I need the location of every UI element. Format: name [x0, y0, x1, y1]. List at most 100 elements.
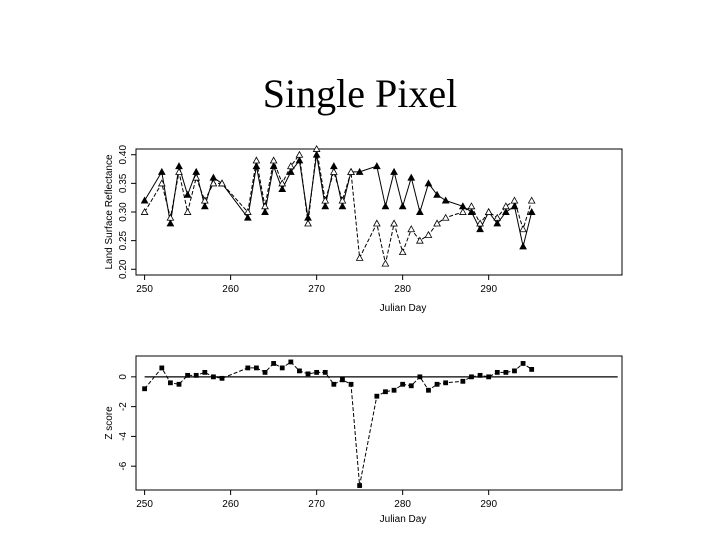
chart-1-series-2-point — [355, 253, 364, 261]
chart-1-series-2-point — [493, 213, 502, 221]
chart-2-series-1-point — [202, 369, 208, 375]
chart-1-series-2-point — [407, 225, 416, 233]
chart-1-series-2-point — [192, 173, 201, 181]
chart-1-series-2-point — [433, 219, 441, 227]
chart-1: 250 260 270 280 290 0.20 0.25 0.30 0.35 0.40 Julia… — [104, 144, 623, 314]
chart-2-frame — [135, 355, 623, 491]
chart-2-series-1-point — [494, 369, 500, 375]
chart-2-series-1-point — [254, 365, 259, 371]
chart-1-series-2-point — [157, 179, 166, 187]
chart-1-series-2-point — [372, 219, 381, 227]
chart-2-ytick-label: -4 — [118, 432, 129, 441]
chart-1-series-1-point — [286, 167, 295, 175]
chart-2-xtick-label: 280 — [394, 499, 411, 510]
chart-1-series-1-point — [166, 219, 175, 227]
chart-1-series-2-point — [381, 259, 390, 267]
chart-2-series-1-point — [512, 368, 517, 374]
chart-2-series-1-point — [469, 374, 474, 380]
chart-1-xtick-label: 280 — [394, 284, 411, 295]
chart-1-series-2-point — [261, 202, 269, 210]
chart-2-series-1-point — [185, 372, 191, 378]
chart-2-series-1-point — [219, 375, 225, 381]
chart-1-series-1-point — [493, 219, 502, 227]
chart-2-ytick-label: 0 — [118, 374, 129, 380]
chart-1-series-2-point — [424, 230, 433, 238]
chart-1-xtick-label: 290 — [480, 284, 497, 295]
chart-1-series-2-point — [527, 196, 536, 204]
chart-1-series-1-point — [157, 167, 166, 175]
chart-2-series-1-point — [391, 387, 397, 393]
chart-2-ytick-label: -2 — [118, 402, 129, 411]
chart-1-series-2-point — [218, 179, 226, 187]
chart-1-series-2-point — [519, 225, 527, 233]
chart-2-ytick-label: -6 — [118, 461, 129, 470]
chart-2-series-1-point — [322, 369, 328, 375]
chart-2-series-1-point — [426, 387, 431, 393]
chart-1-series-2-point — [484, 207, 493, 215]
chart-2-series-1-point — [520, 361, 526, 366]
slide-title: Single Pixel — [262, 71, 458, 116]
chart-1-series-2-point — [398, 248, 407, 256]
chart-1-series-2-point — [209, 179, 218, 187]
chart-2-series-1-point — [477, 372, 483, 378]
chart-1-series-1-point — [355, 167, 364, 175]
chart-1-series-2-point — [510, 196, 519, 204]
chart-1-ytick-label: 0.40 — [118, 145, 129, 165]
chart-1-xtick-label: 260 — [222, 284, 239, 295]
chart-1-ylabel: Land Surface Reflectance — [104, 154, 115, 270]
chart-1-series-2-point — [467, 202, 476, 210]
chart-1-series-2-point — [140, 207, 149, 215]
chart-2-series-1-line — [144, 361, 532, 486]
chart-2-series-1-point — [357, 483, 363, 488]
chart-2-series-1-point — [460, 378, 466, 384]
chart-1-series-1-point — [183, 190, 192, 198]
chart-2-series-1-point — [331, 381, 337, 387]
chart-2-series-1-point — [486, 374, 492, 380]
chart-1-series-1-point — [424, 179, 433, 187]
chart-2-series-1-point — [176, 381, 182, 387]
chart-1-series-2-point — [286, 162, 295, 170]
chart-1-series-1-point — [140, 196, 149, 204]
chart-1-series-1-point — [329, 162, 338, 170]
chart-2-series-1-point — [142, 386, 148, 392]
chart-2-series-1-point — [305, 371, 311, 377]
chart-1-series-2-point — [175, 167, 183, 175]
chart-1-series-2-point — [312, 144, 321, 152]
chart-1-ytick-label: 0.25 — [118, 230, 129, 250]
chart-2-series-1-point — [159, 365, 165, 371]
chart-1-series-1-point — [175, 162, 183, 170]
chart-1-series-2-point — [278, 179, 287, 187]
chart-2-series-1-point — [288, 359, 294, 365]
chart-1-series-1-point — [200, 202, 209, 210]
chart-2-series-1-point — [417, 374, 423, 380]
chart-1-series-2-point — [329, 167, 338, 175]
chart-1-xtick-label: 270 — [308, 284, 325, 295]
chart-2-series-1-point — [279, 365, 285, 371]
chart-2-series-1-point — [408, 383, 414, 389]
chart-1-series-2-point — [304, 219, 312, 227]
chart-1-xlabel: Julian Day — [380, 303, 427, 314]
chart-1-series-1-point — [390, 167, 398, 175]
chart-1-series-2-point — [166, 213, 175, 221]
chart-1-ytick-label: 0.30 — [118, 202, 129, 222]
chart-2-series-1-point — [348, 381, 354, 387]
chart-2-series-1-point — [314, 369, 320, 375]
chart-2-series-1-point — [400, 381, 406, 387]
chart-1-series-1-point — [433, 190, 441, 198]
chart-1-series-1-point — [415, 207, 424, 215]
chart-1-series-2-point — [295, 150, 304, 158]
chart-2-xtick-label: 260 — [222, 499, 239, 510]
chart-1-series-2-point — [501, 202, 510, 210]
chart-1-series-2-point — [347, 167, 355, 175]
chart-1-series-2-point — [269, 156, 278, 164]
chart-2-series-1-point — [529, 367, 535, 372]
chart-2-xtick-label: 250 — [136, 499, 153, 510]
chart-2-series-1-point — [271, 361, 277, 366]
chart-2-series-1-point — [245, 365, 251, 371]
chart-1-series-2-point — [338, 196, 347, 204]
chart-2-xlabel: Julian Day — [380, 514, 427, 525]
chart-2-series-1-point — [297, 368, 302, 374]
chart-1-series-2-line — [144, 148, 533, 264]
chart-2-ylabel: Z score — [104, 406, 115, 440]
